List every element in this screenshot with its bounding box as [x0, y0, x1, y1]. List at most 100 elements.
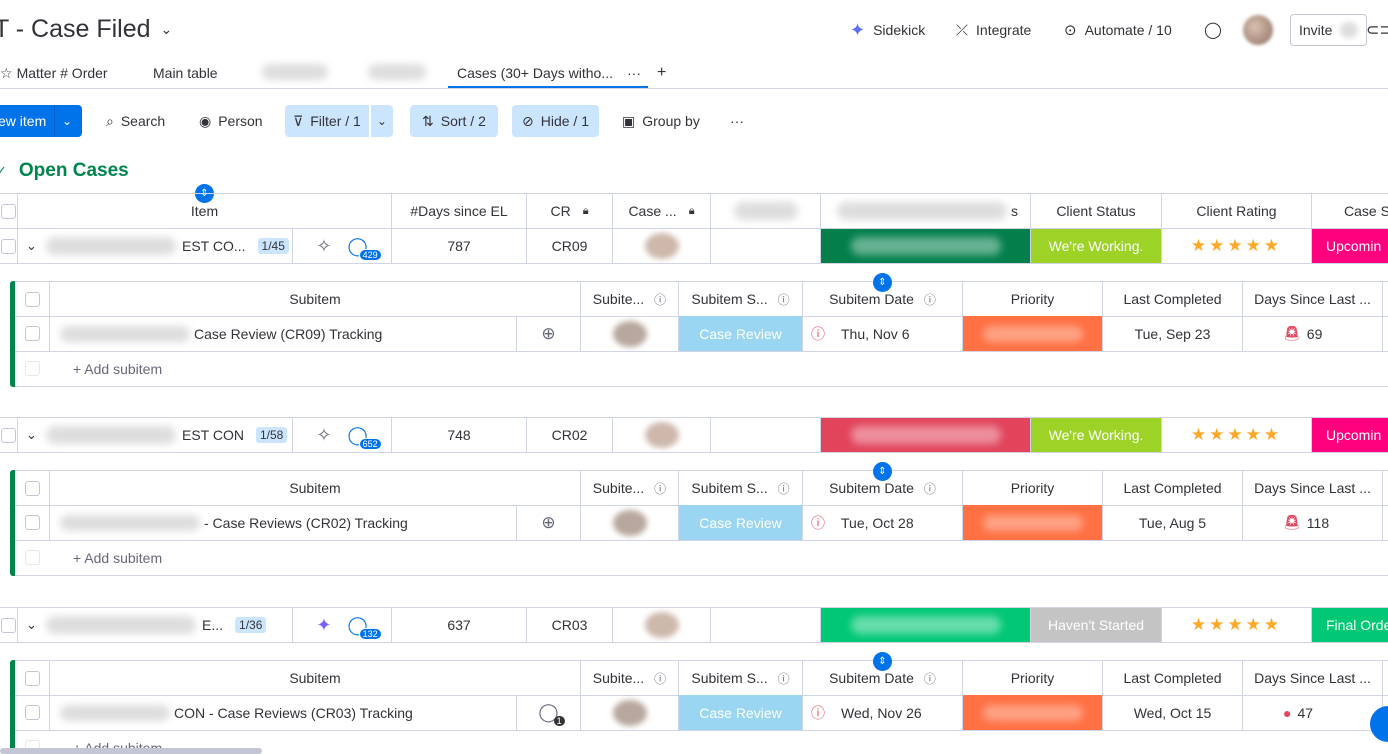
subitem-count-badge[interactable]: 1/45	[257, 238, 289, 254]
sub-header-last-completed[interactable]: Last Completed	[1103, 282, 1243, 316]
subitem-last-completed-cell[interactable]: Tue, Aug 5	[1103, 505, 1243, 540]
case-status-cell[interactable]: Upcomin	[1312, 229, 1388, 263]
checkbox[interactable]	[1, 203, 16, 219]
sparkle-icon[interactable]: ✧	[316, 235, 332, 256]
header-case[interactable]: Case ... 🔒︎	[613, 194, 711, 228]
sub-header-priority[interactable]: Priority	[963, 661, 1103, 695]
checkbox[interactable]	[1, 238, 16, 254]
header-select-all[interactable]	[0, 194, 18, 228]
sub-header-priority[interactable]: Priority	[963, 471, 1103, 505]
sub-header-subitem[interactable]: Subitem	[50, 282, 581, 316]
sub-header-select[interactable]	[15, 282, 50, 316]
info-icon[interactable]: ⓘ	[654, 481, 667, 496]
item-name-cell[interactable]: ⌄ EST CON 1/58	[18, 418, 293, 452]
subitem-priority-cell[interactable]	[963, 316, 1103, 351]
checkbox[interactable]	[24, 326, 40, 341]
sparkle-icon[interactable]: ✧	[316, 424, 332, 445]
invite-button[interactable]: Invite	[1290, 14, 1368, 46]
client-rating-cell[interactable]: ★★★★★	[1162, 608, 1312, 642]
row-select[interactable]	[0, 229, 18, 263]
subitem-date-cell[interactable]: ⓘ Thu, Nov 6	[803, 316, 963, 351]
sub-header-status[interactable]: Subitem S... ⓘ	[679, 471, 803, 505]
subitem-updates-cell[interactable]: ⊕	[517, 316, 581, 351]
filter-button[interactable]: ⊽ Filter / 1	[285, 105, 369, 137]
integrate-button[interactable]: ⤫ Integrate	[956, 22, 1031, 39]
subitem-select[interactable]	[15, 505, 50, 540]
add-update-icon[interactable]: ⊕	[541, 512, 556, 532]
header-blurred[interactable]	[711, 194, 821, 228]
client-rating-cell[interactable]: ★★★★★	[1162, 418, 1312, 452]
subitem-name-cell[interactable]: Case Review (CR09) Tracking	[50, 316, 517, 351]
checkbox[interactable]	[1, 427, 16, 443]
header-cr[interactable]: CR 🔒︎	[527, 194, 613, 228]
subitem-select[interactable]	[15, 316, 50, 351]
chat-bubble-icon[interactable]: ◯	[1204, 22, 1222, 39]
days-since-el-cell[interactable]: 787	[392, 229, 527, 263]
subitem-date-cell[interactable]: ⓘ Tue, Oct 28	[803, 505, 963, 540]
subitem-name-cell[interactable]: - Case Reviews (CR02) Tracking	[50, 505, 517, 540]
item-name-cell[interactable]: ⌄ E... 1/36	[18, 608, 293, 642]
case-person-cell[interactable]	[613, 608, 711, 642]
add-subitem-label[interactable]: + Add subitem	[73, 549, 163, 566]
chevron-down-icon[interactable]: ⌄	[26, 617, 37, 632]
chevron-down-icon[interactable]: ⌄	[26, 427, 37, 442]
subitem-name-cell[interactable]: CON - Case Reviews (CR03) Tracking	[50, 695, 517, 730]
subitem-updates-cell[interactable]: ◯ 1	[517, 695, 581, 730]
info-icon[interactable]: ⓘ	[923, 292, 936, 307]
new-item-button[interactable]: ew item ⌄	[0, 105, 82, 137]
sub-header-last-completed[interactable]: Last Completed	[1103, 661, 1243, 695]
sub-header-subitem[interactable]: Subitem	[50, 661, 581, 695]
new-item-dropdown-icon[interactable]: ⌄	[54, 105, 79, 137]
help-button[interactable]	[1370, 706, 1388, 742]
header-client-rating[interactable]: Client Rating	[1162, 194, 1312, 228]
subitem-owner-cell[interactable]	[581, 505, 679, 540]
subitem-updates-cell[interactable]: ⊕	[517, 505, 581, 540]
update-icon[interactable]: ◯ 652	[347, 425, 382, 450]
chevron-down-icon[interactable]: ✓	[0, 163, 7, 178]
hide-button[interactable]: ⊘ Hide / 1	[512, 105, 599, 137]
cr-cell[interactable]: CR03	[527, 608, 613, 642]
checkbox[interactable]	[24, 705, 40, 720]
sub-header-last-completed[interactable]: Last Completed	[1103, 471, 1243, 505]
status-cell[interactable]	[821, 418, 1031, 452]
sidekick-button[interactable]: ✦ Sidekick	[850, 20, 925, 41]
cr-cell[interactable]: CR09	[527, 229, 613, 263]
info-icon[interactable]: ⓘ	[923, 481, 936, 496]
checkbox[interactable]	[24, 670, 40, 686]
update-icon[interactable]: ◯ 132	[347, 615, 382, 640]
add-subitem-row[interactable]: + Add subitem	[15, 351, 1388, 387]
sub-header-owner[interactable]: Subite... ⓘ	[581, 471, 679, 505]
sub-header-owner[interactable]: Subite... ⓘ	[581, 282, 679, 316]
subitem-days-since-cell[interactable]: ● 47	[1243, 695, 1383, 730]
group-by-button[interactable]: ▣ Group by	[614, 105, 708, 137]
header-item[interactable]: Item	[18, 194, 392, 228]
blank-cell[interactable]	[711, 608, 821, 642]
tab-more-icon[interactable]: ···	[627, 65, 642, 81]
sub-header-status[interactable]: Subitem S... ⓘ	[679, 661, 803, 695]
sub-header-owner[interactable]: Subite... ⓘ	[581, 661, 679, 695]
column-resize-handle[interactable]: ⇕	[873, 652, 892, 671]
subitem-days-since-cell[interactable]: 🚨︎ 69	[1243, 316, 1383, 351]
update-icon[interactable]: ◯ 1	[538, 702, 565, 726]
sparkle-icon[interactable]: ✦	[316, 614, 332, 635]
add-subitem-label[interactable]: + Add subitem	[73, 360, 163, 377]
info-icon[interactable]: ⓘ	[654, 292, 667, 307]
info-icon[interactable]: ⓘ	[777, 671, 790, 686]
board-title[interactable]: T - Case Filed ⌄	[0, 15, 172, 44]
sub-header-date[interactable]: Subitem Date ⓘ	[803, 471, 963, 505]
item-name-cell[interactable]: ⌄ EST CO... 1/45	[18, 229, 293, 263]
sub-header-date[interactable]: Subitem Date ⓘ	[803, 661, 963, 695]
subitem-owner-cell[interactable]	[581, 695, 679, 730]
sort-button[interactable]: ⇅ Sort / 2	[410, 105, 498, 137]
subitem-status-cell[interactable]: Case Review	[679, 695, 803, 730]
toolbar-more-button[interactable]: ···	[730, 113, 744, 129]
case-person-cell[interactable]	[613, 418, 711, 452]
sub-header-date[interactable]: Subitem Date ⓘ	[803, 282, 963, 316]
add-view-button[interactable]: +	[657, 64, 667, 81]
subitem-priority-cell[interactable]	[963, 695, 1103, 730]
tab-main-table[interactable]: Main table	[153, 65, 218, 81]
sub-header-status[interactable]: Subitem S... ⓘ	[679, 282, 803, 316]
tab-matter-order[interactable]: ☆ Matter # Order	[0, 65, 108, 82]
case-status-cell[interactable]: Final Orde	[1312, 608, 1388, 642]
tab-blurred-2[interactable]	[368, 64, 426, 80]
